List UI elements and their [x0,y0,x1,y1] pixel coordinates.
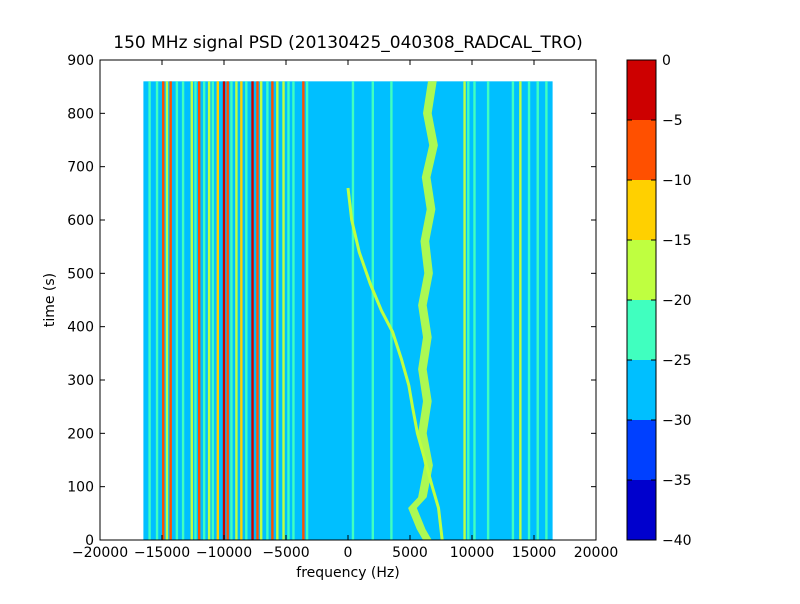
colorbar-segment-2 [627,360,656,420]
heatmap-line-5 [175,81,179,540]
heatmap-line-13 [216,81,219,540]
colorbar-segment-5 [627,180,656,240]
heatmap-line-42 [545,81,548,540]
heatmap-line-38 [511,81,515,540]
y-tick-label: 400 [67,320,94,336]
heatmap-moving-band [346,187,444,540]
heatmap-line-21 [256,81,259,540]
heatmap-line-40 [527,81,531,540]
heatmap-line-20 [251,81,254,540]
y-axis-label: time (s) [42,273,58,327]
y-tick-label: 500 [67,266,94,282]
heatmap-line-26 [282,81,285,540]
heatmap-line-31 [351,81,355,540]
colorbar-tick-label: −25 [662,353,692,369]
heatmap-line-10 [202,81,206,540]
colorbar-tick-label: −30 [662,413,692,429]
heatmap-line-14 [222,81,226,540]
heatmap-line-35 [467,81,470,540]
x-axis-label: frequency (Hz) [296,565,399,581]
colorbar-segment-4 [627,240,656,300]
heatmap-line-34 [463,81,466,540]
y-tick-label: 300 [67,373,94,389]
heatmap-line-36 [473,81,476,540]
x-tick-label: −20000 [72,545,128,561]
x-tick-label: 10000 [450,545,495,561]
heatmap-line-23 [266,81,269,540]
heatmap-line-7 [190,81,193,540]
heatmap-line-18 [240,81,243,540]
heatmap-line-28 [292,81,295,540]
colorbar-tick-label: −35 [662,473,692,489]
heatmap-line-6 [181,81,185,540]
heatmap-line-37 [486,81,490,540]
x-tick-label: −15000 [134,545,190,561]
y-tick-label: 0 [85,533,94,549]
colorbar-segment-1 [627,420,656,480]
colorbar-tick-label: 0 [662,53,671,69]
colorbar: −40 −35 −30 −25 −20 −15 −10 −5 0 [626,53,692,549]
colorbar-tick-label: −5 [662,113,683,129]
heatmap-line-3 [165,81,169,540]
heatmap-line-1 [155,81,159,540]
heatmap-line-0 [148,81,151,540]
heatmap-line-19 [245,81,248,540]
colorbar-tick-label: −20 [662,293,692,309]
x-tick-label: 15000 [512,545,557,561]
chart-title: 150 MHz signal PSD (20130425_040308_RADC… [113,33,582,53]
colorbar-segment-7 [627,60,656,120]
heatmap-line-15 [226,81,229,540]
y-tick-label: 900 [67,53,94,69]
heatmap-line-30 [305,81,309,540]
heatmap-background [143,81,553,540]
colorbar-tick-label: −15 [662,233,692,249]
x-tick-label: 5000 [392,545,428,561]
heatmap-line-41 [536,81,539,540]
heatmap-line-32 [371,81,374,540]
heatmap-line-29 [302,81,305,540]
heatmap-line-25 [276,81,279,540]
heatmap-line-2 [162,81,165,540]
y-tick-label: 600 [67,213,94,229]
heatmap-line-27 [287,81,290,540]
colorbar-segment-6 [627,120,656,180]
y-tick-label: 700 [67,160,94,176]
y-axis: 0 100 200 300 400 500 600 700 800 900 [67,53,596,549]
colorbar-segment-0 [627,480,656,540]
colorbar-segment-3 [627,300,656,360]
x-tick-label: 0 [344,545,353,561]
heatmap-line-16 [230,81,233,540]
colorbar-tick-label: −10 [662,173,692,189]
heatmap-line-11 [207,81,211,540]
heatmap-line-39 [519,81,522,540]
heatmap-line-4 [169,81,172,540]
colorbar-tick-label: −40 [662,533,692,549]
heatmap-line-17 [235,81,238,540]
heatmap-line-9 [198,81,201,540]
x-tick-label: −5000 [262,545,309,561]
x-tick-label: −10000 [196,545,252,561]
heatmap-line-24 [271,81,274,540]
y-tick-label: 100 [67,480,94,496]
heatmap-wavy-band [408,81,438,540]
x-tick-label: 20000 [574,545,619,561]
heatmap-line-22 [260,81,263,540]
heatmap-layer [143,81,553,540]
x-axis: −20000 −15000 −10000 −5000 0 5000 10000 15000 20… [72,60,618,561]
y-tick-label: 800 [67,106,94,122]
heatmap-line-12 [211,81,215,540]
y-tick-label: 200 [67,426,94,442]
plot-area [99,59,597,541]
heatmap-line-8 [194,81,197,540]
heatmap-line-33 [390,81,393,540]
